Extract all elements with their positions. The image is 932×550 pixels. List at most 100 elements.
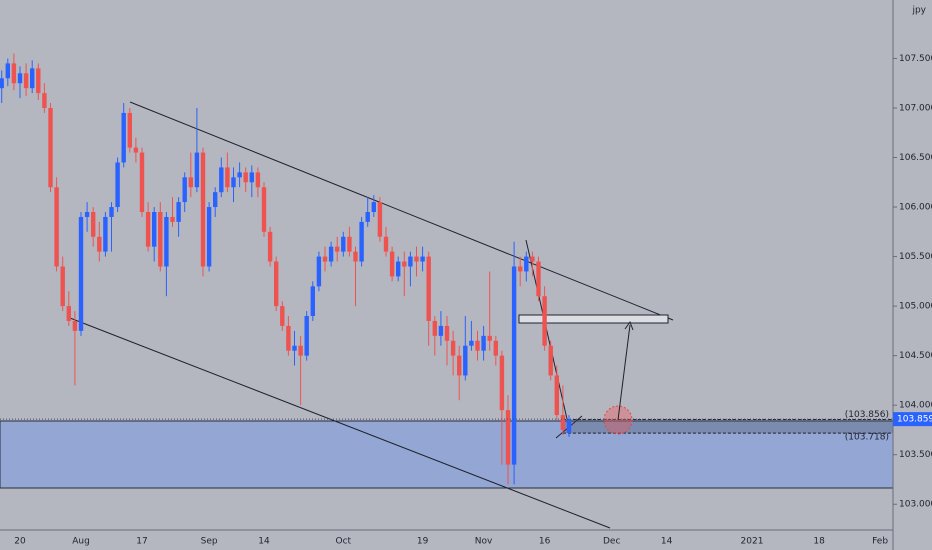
target-box — [518, 314, 669, 324]
candle-body — [335, 246, 340, 252]
candle-body — [91, 212, 96, 237]
candle-body — [292, 345, 297, 351]
y-tick-label: 107.500 — [899, 54, 932, 64]
candle-body — [267, 231, 273, 262]
candle-body — [371, 202, 376, 212]
x-tick-label: 2021 — [741, 537, 764, 547]
candle-body — [255, 172, 261, 188]
candle-body — [426, 256, 431, 321]
trend-line — [69, 317, 611, 529]
candle-body — [206, 207, 212, 267]
candle-body — [11, 63, 17, 84]
candle-body — [365, 212, 370, 222]
y-tick-label: 103.000 — [899, 500, 932, 510]
x-tick-label: Feb — [872, 537, 888, 547]
candle-body — [499, 355, 505, 411]
last-price-box — [893, 412, 932, 427]
candle-body — [213, 192, 218, 208]
candle-body — [225, 167, 230, 188]
level-label: (103.718) — [845, 433, 889, 443]
candle-body — [200, 152, 206, 267]
candle-body — [36, 68, 41, 94]
candle-body — [78, 216, 84, 331]
candle-body — [298, 345, 303, 356]
arrow-head — [624, 320, 634, 331]
last-price-label: 103.859 — [897, 415, 932, 425]
candle-body — [518, 266, 523, 272]
candle-body — [48, 107, 53, 188]
candle-body — [139, 152, 145, 212]
candle-body — [511, 266, 517, 465]
x-tick-label: 19 — [417, 537, 429, 547]
y-tick-label: 105.000 — [899, 302, 932, 312]
y-tick-label: 104.500 — [899, 351, 932, 361]
candle-body — [182, 177, 187, 203]
x-tick-label: 18 — [813, 537, 825, 547]
candle-body — [566, 419, 572, 433]
candle-body — [219, 167, 224, 193]
demand-zone — [0, 420, 894, 489]
candle-body — [5, 63, 10, 79]
candle-body — [84, 212, 90, 217]
candle-body — [347, 236, 352, 252]
candle-body — [286, 325, 291, 351]
candle-body — [164, 216, 169, 267]
candle-body — [152, 212, 157, 247]
candle-body — [524, 256, 529, 272]
level-label: (103.856) — [845, 410, 889, 420]
candle-body — [450, 340, 456, 356]
candle-body — [383, 236, 389, 252]
candle-body — [109, 207, 114, 217]
candle-body — [176, 202, 181, 222]
candle-body — [414, 256, 419, 262]
candle-body — [536, 261, 541, 297]
candle-body — [237, 172, 242, 178]
candle-body — [261, 187, 267, 232]
candle-body — [469, 340, 474, 346]
x-tick-label: 16 — [539, 537, 551, 547]
candle-body — [243, 172, 248, 183]
candle-body — [444, 325, 450, 341]
candle-body — [402, 261, 407, 267]
candle-body — [341, 236, 346, 252]
candle-body — [408, 256, 413, 267]
candle-body — [475, 340, 480, 351]
candle-body — [23, 73, 29, 89]
candle-body — [432, 320, 437, 336]
candle-body — [493, 340, 498, 356]
candle-body — [30, 68, 35, 89]
candle-body — [353, 251, 358, 262]
level-box — [562, 419, 893, 434]
candle-body — [97, 236, 102, 252]
candle-body — [389, 251, 395, 277]
x-tick-label: 17 — [136, 537, 147, 547]
candle-body — [42, 93, 47, 108]
candle-body — [127, 112, 132, 148]
x-tick-label: 20 — [14, 537, 26, 547]
y-tick-label: 104.000 — [899, 401, 932, 411]
candle-body — [463, 345, 468, 376]
y-tick-label: 105.500 — [899, 252, 932, 262]
candle-body — [548, 345, 553, 376]
candle-body — [158, 212, 163, 267]
candle-body — [115, 162, 120, 208]
candle-body — [396, 261, 401, 277]
candle-body — [560, 415, 566, 430]
candle-body — [359, 221, 364, 262]
y-tick-label: 106.500 — [899, 153, 932, 163]
x-tick-label: Sep — [201, 537, 218, 547]
x-tick-label: Nov — [475, 537, 493, 547]
candle-body — [194, 152, 200, 188]
candle-body — [420, 256, 425, 262]
candle-body — [280, 306, 285, 326]
candle-body — [328, 246, 334, 262]
candle-body — [170, 216, 175, 222]
candle-body — [554, 375, 559, 416]
marks — [0, 53, 893, 485]
candle-body — [304, 316, 309, 356]
candle-body — [103, 216, 108, 252]
y-tick-label: 106.000 — [899, 203, 932, 213]
candle-body — [231, 177, 236, 188]
candle-body — [72, 320, 78, 331]
candle-body — [60, 266, 65, 307]
